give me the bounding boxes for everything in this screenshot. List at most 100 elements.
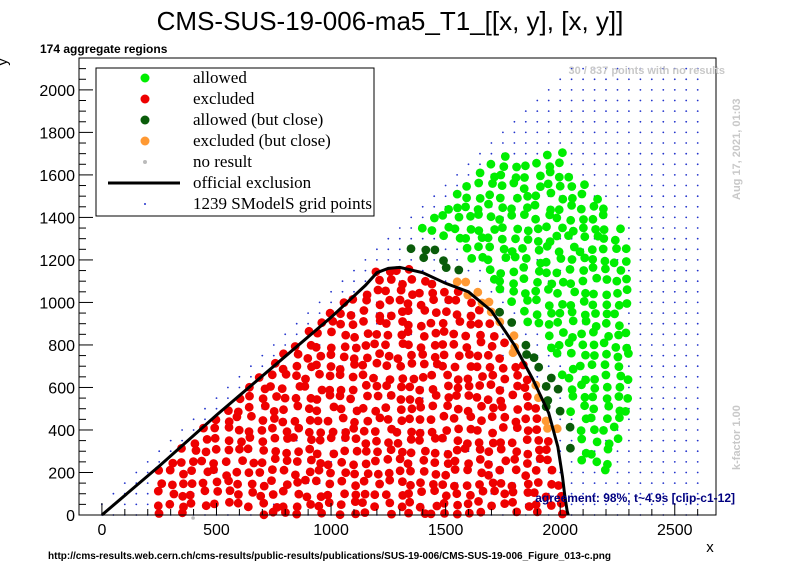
grid-point [639, 99, 642, 102]
point-allowed [623, 375, 633, 384]
point-allowed [558, 277, 568, 287]
grid-point [353, 290, 355, 293]
grid-point [673, 407, 676, 410]
point-excluded [450, 362, 460, 372]
point-allowed [611, 343, 621, 352]
grid-point [628, 205, 630, 208]
point-allowed [498, 203, 508, 213]
point-allowed [544, 320, 554, 329]
point-allowed [576, 426, 586, 436]
point-allowed [521, 289, 530, 298]
grid-point [570, 492, 573, 495]
point-excluded [225, 497, 234, 507]
grid-point [467, 174, 470, 176]
grid-point [238, 375, 241, 378]
point-allowed [622, 285, 632, 295]
grid-point [547, 89, 550, 91]
point-allowed [609, 258, 619, 268]
grid-point [582, 110, 584, 112]
legend-label: excluded (but close) [193, 131, 331, 150]
grid-point [639, 237, 642, 240]
grid-point [673, 269, 676, 272]
point-excluded [381, 403, 391, 412]
grid-point [570, 152, 573, 155]
point-excluded [546, 501, 556, 510]
grid-point [616, 120, 619, 123]
grid-point [685, 259, 688, 261]
point-excluded [224, 445, 234, 455]
point-excluded [304, 427, 314, 437]
point-allowed [602, 349, 611, 359]
grid-point [685, 333, 688, 336]
grid-point [673, 439, 676, 442]
point-excluded [329, 402, 339, 412]
point-allowed [530, 200, 540, 210]
point-excluded [258, 437, 268, 446]
point-excluded [477, 416, 486, 426]
grid-point [467, 269, 470, 272]
grid-point [605, 89, 607, 91]
point-excluded [372, 330, 382, 339]
y-tick-label: 400 [48, 423, 75, 440]
grid-point [547, 110, 550, 112]
grid-point [410, 216, 413, 219]
grid-point [662, 322, 665, 325]
grid-point [582, 120, 584, 123]
point-excluded [375, 311, 385, 321]
point-allowed [604, 331, 613, 341]
point-excluded [462, 481, 472, 490]
point-allowed [461, 202, 470, 212]
point-excluded [293, 401, 303, 411]
point-allowed [599, 426, 608, 435]
grid-point [650, 67, 653, 70]
grid-point [410, 227, 413, 229]
point-excluded [439, 411, 449, 421]
point-excluded [359, 476, 369, 486]
point-excluded [407, 427, 416, 437]
grid-point [662, 120, 665, 123]
point-excluded [496, 438, 505, 447]
point-allowed [604, 439, 614, 449]
point-excluded [438, 361, 447, 371]
point-excluded [386, 311, 396, 321]
point-allowed [488, 179, 497, 188]
point-excluded [383, 415, 393, 424]
point-excluded [259, 446, 269, 455]
point-allowed [495, 193, 505, 203]
grid-point [628, 492, 630, 495]
grid-point [616, 184, 619, 187]
grid-point [673, 259, 676, 261]
grid-point [387, 237, 390, 240]
grid-point [146, 492, 149, 495]
point-excluded [361, 446, 371, 456]
plot-frame [78, 57, 717, 516]
grid-point [662, 142, 665, 144]
point-excluded [523, 449, 533, 459]
point-excluded [268, 490, 278, 499]
point-excluded [315, 435, 325, 445]
grid-point [628, 429, 630, 431]
grid-point [639, 471, 642, 474]
grid-point [181, 439, 184, 442]
point-allowed [474, 226, 484, 236]
point-excluded [465, 350, 474, 359]
point-excluded [488, 478, 498, 488]
grid-point [158, 450, 161, 453]
point-excluded [478, 372, 487, 381]
grid-point [593, 67, 596, 70]
legend: allowed excluded allowed (but close) exclud… [95, 67, 375, 217]
grid-point [685, 365, 688, 368]
point-excluded [247, 479, 257, 489]
point-allowed [591, 309, 600, 318]
point-allowed [590, 351, 599, 360]
point-allowed [520, 173, 529, 182]
grid-point [650, 354, 653, 357]
grid-point [673, 216, 676, 219]
point-excluded [267, 370, 277, 380]
legend-label: allowed [193, 68, 247, 87]
point-excluded [201, 447, 211, 457]
grid-point [673, 322, 676, 325]
grid-point [513, 131, 516, 134]
grid-point [628, 163, 630, 166]
point-excluded [326, 468, 335, 478]
